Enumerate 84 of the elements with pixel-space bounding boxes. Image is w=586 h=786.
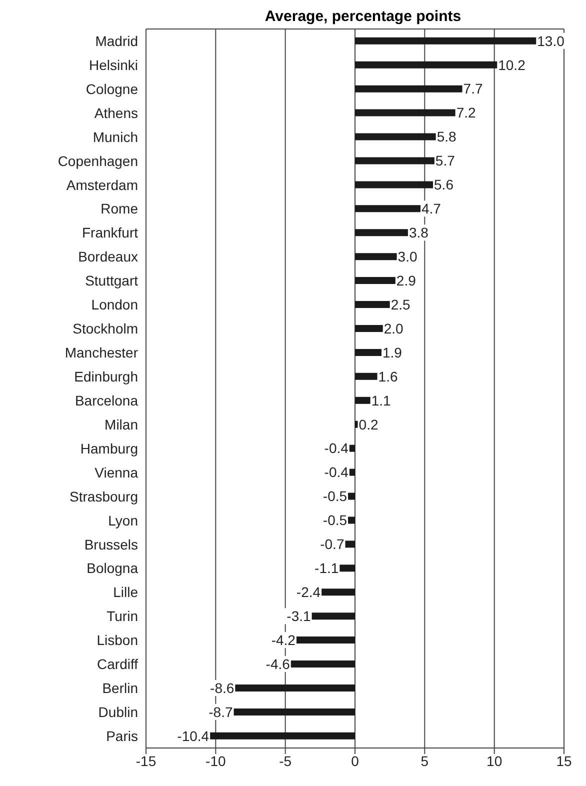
data-label: -0.4: [324, 464, 349, 480]
data-label: -10.4: [177, 728, 210, 744]
bar: [349, 444, 355, 452]
y-tick-label: Bologna: [86, 560, 138, 576]
x-tick-label: 0: [351, 752, 360, 769]
data-label: 5.8: [436, 128, 456, 145]
data-label: -4.6: [266, 656, 290, 672]
data-label: 1.6: [378, 368, 398, 384]
data-label: -1.1: [314, 560, 339, 576]
y-tick-label: Strasbourg: [70, 488, 138, 504]
y-tick-label: Amsterdam: [66, 176, 138, 193]
bar: [234, 708, 355, 716]
bar: [355, 229, 408, 236]
data-label: 2.9: [396, 272, 416, 288]
data-label: 2.5: [390, 296, 411, 312]
y-tick-label: Milan: [104, 416, 138, 432]
data-label: 5.7: [435, 152, 456, 169]
y-tick-label: Frankfurt: [82, 224, 138, 241]
bar: [345, 540, 355, 548]
y-tick-label: Hamburg: [80, 440, 138, 456]
data-label: -0.7: [320, 536, 344, 552]
data-label: 5.6: [434, 176, 454, 193]
y-tick-label: Berlin: [102, 680, 138, 696]
data-label: 7.2: [456, 104, 476, 121]
bar: [348, 492, 355, 500]
bar: [312, 612, 355, 620]
bar: [349, 468, 355, 476]
bar: [355, 205, 420, 212]
x-tick-label: -5: [279, 752, 292, 769]
y-tick-label: Barcelona: [74, 392, 138, 408]
data-label: -3.1: [286, 608, 312, 624]
x-tick-label: 15: [556, 752, 572, 769]
y-tick-label: Lille: [113, 584, 138, 600]
data-label: -0.5: [322, 512, 348, 528]
y-tick-label: Stuttgart: [85, 272, 138, 289]
data-label: 3.0: [398, 248, 418, 264]
bar: [296, 636, 355, 644]
x-tick-label: 10: [486, 752, 502, 769]
y-tick-label: Madrid: [95, 32, 138, 49]
y-tick-label: Cologne: [86, 80, 138, 97]
data-label: 1.1: [371, 392, 391, 408]
bar: [348, 516, 355, 524]
y-tick-label: Rome: [100, 200, 138, 217]
data-label: 1.9: [382, 344, 402, 360]
y-tick-label: Manchester: [64, 344, 138, 361]
y-tick-label: Lisbon: [96, 632, 138, 648]
y-tick-label: Paris: [106, 728, 138, 744]
y-tick-label: Helsinki: [88, 56, 138, 73]
data-label: -0.4: [324, 440, 349, 456]
data-label: 4.7: [421, 200, 442, 217]
y-tick-label: London: [91, 296, 138, 313]
data-label: 3.8: [408, 224, 429, 241]
bar: [235, 684, 355, 692]
y-tick-label: Turin: [106, 608, 138, 624]
data-label: 10.2: [498, 56, 526, 73]
data-label: 13.0: [537, 32, 565, 49]
y-tick-label: Cardiff: [97, 656, 138, 672]
y-tick-label: Munich: [92, 128, 138, 145]
data-label: 7.7: [463, 80, 483, 97]
data-label: 0.2: [358, 416, 378, 432]
x-tick-label: -10: [206, 752, 226, 769]
y-tick-label: Vienna: [94, 464, 138, 480]
y-tick-label: Dublin: [98, 704, 138, 720]
x-tick-label: -15: [136, 752, 156, 769]
bar: [340, 564, 355, 572]
bar: [290, 660, 355, 668]
y-tick-label: Stockholm: [72, 320, 138, 337]
data-label: 2.0: [384, 320, 404, 336]
data-label: -4.2: [271, 632, 296, 648]
y-tick-label: Lyon: [108, 512, 138, 528]
bar: [355, 37, 536, 44]
chart-title: Average, percentage points: [264, 8, 462, 26]
y-tick-label: Athens: [94, 104, 138, 121]
y-tick-label: Bordeaux: [78, 248, 138, 265]
data-label: -8.6: [210, 680, 234, 696]
bar: [355, 420, 358, 428]
data-label: -2.4: [296, 584, 321, 600]
y-tick-label: Edinburgh: [74, 368, 138, 384]
data-label: -8.7: [208, 704, 233, 720]
x-tick-label: 5: [420, 752, 429, 769]
bar: [355, 396, 370, 404]
y-tick-label: Brussels: [84, 536, 138, 552]
y-tick-label: Copenhagen: [58, 152, 138, 169]
data-label: -0.5: [322, 488, 348, 504]
